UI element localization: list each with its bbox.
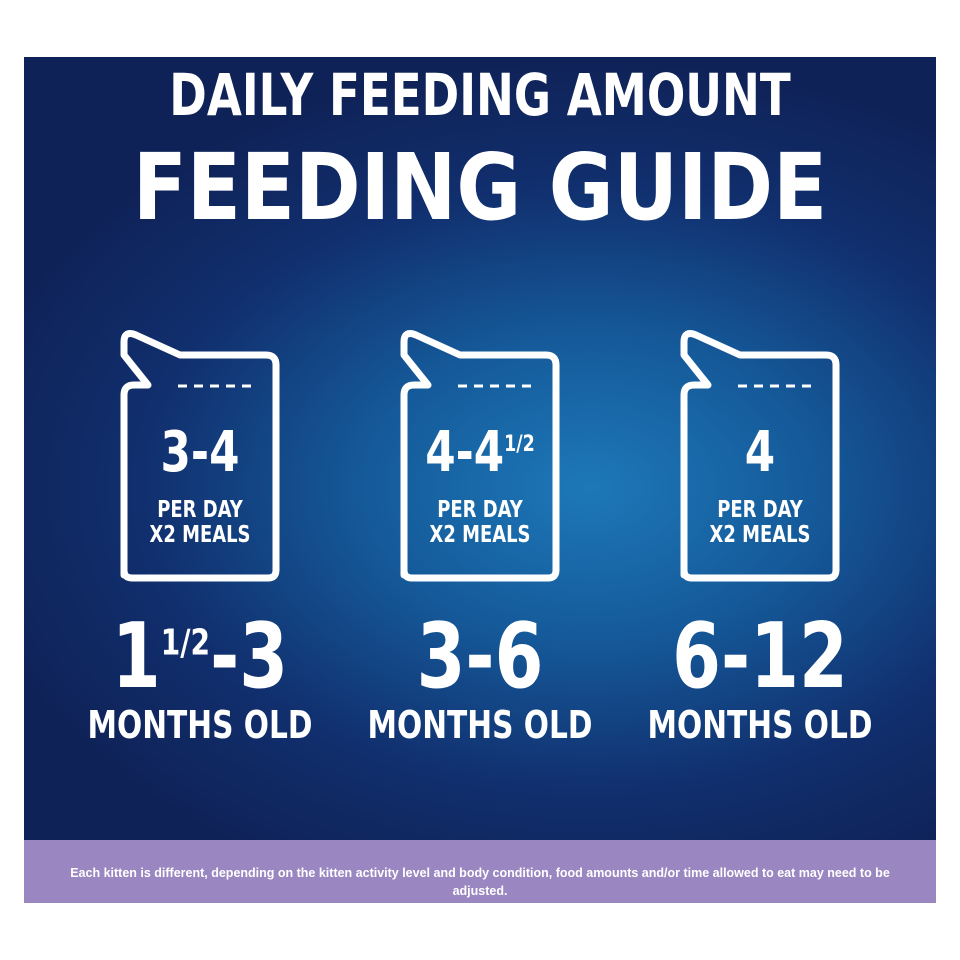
amount: 3-4 <box>161 425 240 481</box>
per-day: PER DAY <box>157 497 243 523</box>
per-day: PER DAY <box>717 497 803 523</box>
meals: X2 MEALS <box>709 522 811 548</box>
footer-note: Each kitten is different, depending on t… <box>70 866 890 898</box>
amount: 4-41/2 <box>425 425 535 481</box>
age: 11/2-3 <box>112 612 288 702</box>
age: 3-6 <box>417 612 544 702</box>
fraction: 1/2 <box>160 622 211 664</box>
pouch-icon <box>400 330 560 582</box>
age-unit: MONTHS OLD <box>647 703 873 747</box>
number: 4 <box>744 420 776 485</box>
number: 3-6 <box>416 604 544 709</box>
age-unit: MONTHS OLD <box>367 703 593 747</box>
number: -3 <box>210 604 289 709</box>
age: 6-12 <box>672 612 848 702</box>
number: 6-12 <box>672 604 848 709</box>
age-unit: MONTHS OLD <box>87 703 313 747</box>
subtitle: DAILY FEEDING AMOUNT <box>169 61 791 129</box>
number: 4-4 <box>425 420 505 485</box>
number: 3-4 <box>160 420 240 485</box>
pouch-icon <box>120 330 280 582</box>
amount: 4 <box>745 425 775 481</box>
fraction: 1/2 <box>504 430 535 457</box>
title: FEEDING GUIDE <box>132 134 828 241</box>
meals: X2 MEALS <box>429 522 531 548</box>
number: 1 <box>111 604 161 709</box>
meals: X2 MEALS <box>149 522 251 548</box>
footer: Each kitten is different, depending on t… <box>24 840 936 903</box>
per-day: PER DAY <box>437 497 523 523</box>
background-panel <box>24 57 936 840</box>
pouch-icon <box>680 330 840 582</box>
